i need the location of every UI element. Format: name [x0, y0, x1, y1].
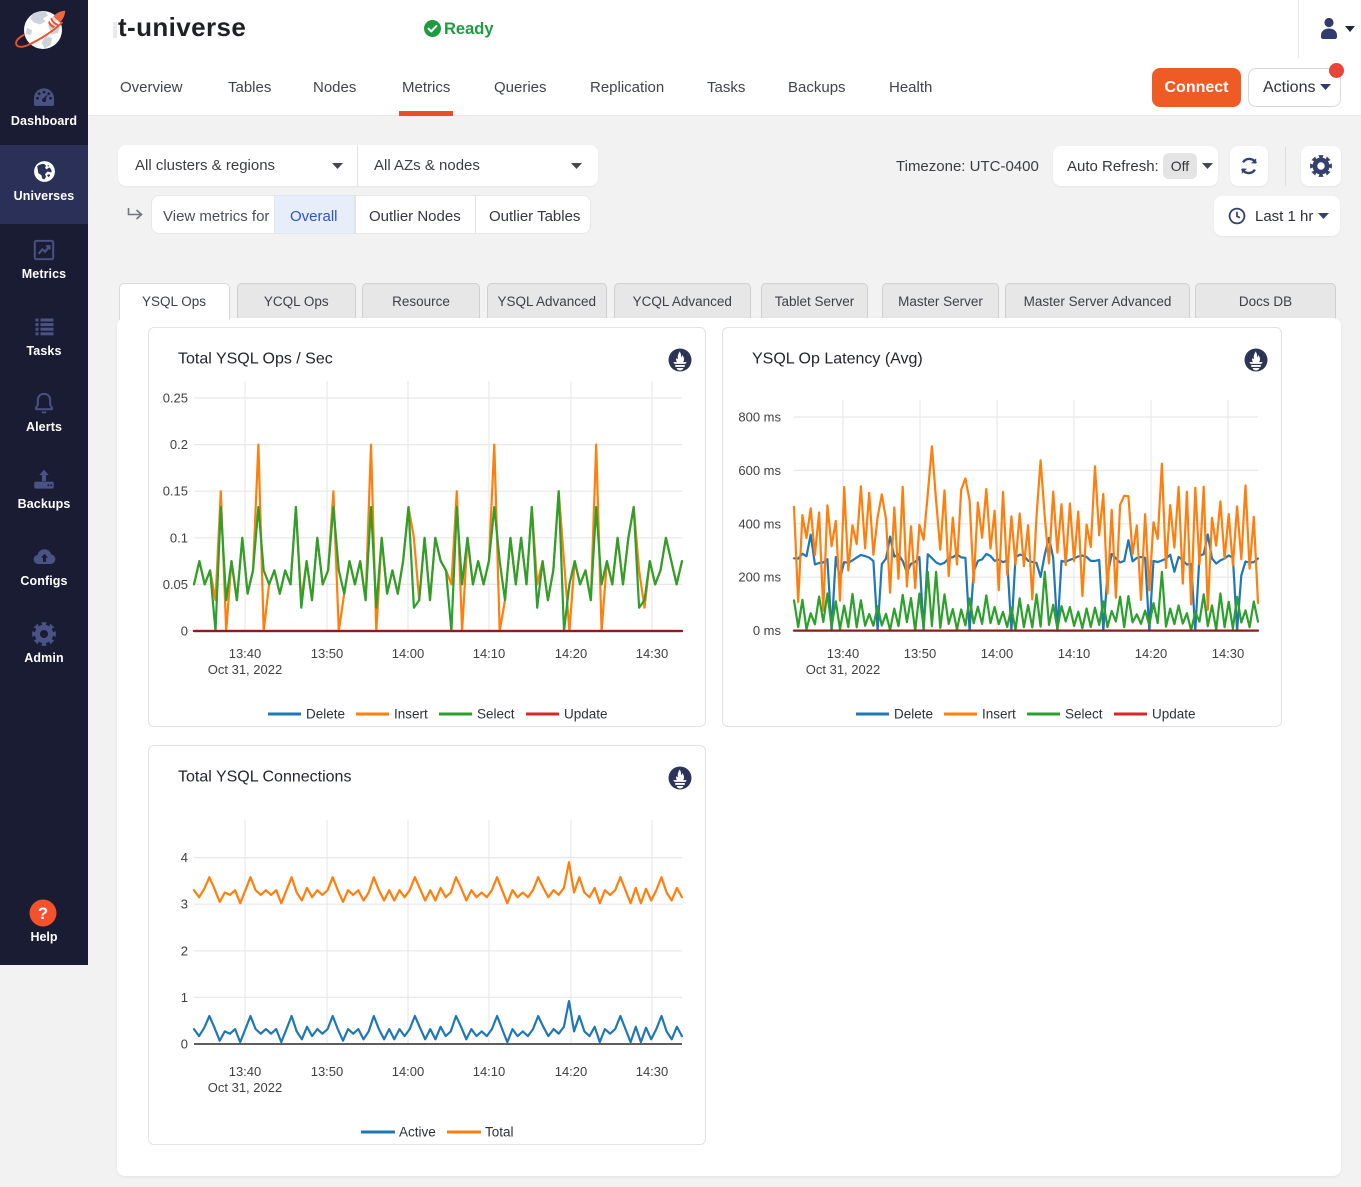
svg-text:0 ms: 0 ms [753, 623, 782, 638]
svg-text:YSQL Op Latency (Avg): YSQL Op Latency (Avg) [752, 351, 923, 368]
svg-text:14:30: 14:30 [1212, 646, 1245, 661]
svg-text:1: 1 [181, 990, 188, 1005]
svg-text:Oct 31, 2022: Oct 31, 2022 [806, 662, 880, 677]
svg-text:400 ms: 400 ms [738, 516, 781, 531]
svg-text:13:50: 13:50 [311, 646, 344, 661]
svg-text:Total YSQL Ops / Sec: Total YSQL Ops / Sec [178, 351, 333, 368]
svg-text:800 ms: 800 ms [738, 410, 781, 425]
svg-text:14:30: 14:30 [636, 1064, 669, 1079]
svg-text:200 ms: 200 ms [738, 570, 781, 585]
svg-text:0.05: 0.05 [163, 577, 188, 592]
svg-text:13:40: 13:40 [229, 646, 262, 661]
svg-text:13:40: 13:40 [229, 1064, 262, 1079]
svg-text:Update: Update [564, 707, 608, 722]
svg-text:14:10: 14:10 [1058, 646, 1091, 661]
svg-text:0.25: 0.25 [163, 391, 188, 406]
svg-text:14:20: 14:20 [555, 646, 588, 661]
svg-text:14:10: 14:10 [473, 646, 506, 661]
svg-text:0: 0 [181, 624, 188, 639]
svg-text:Total: Total [485, 1125, 514, 1140]
svg-text:0.2: 0.2 [170, 437, 188, 452]
svg-text:600 ms: 600 ms [738, 463, 781, 478]
svg-text:Oct 31, 2022: Oct 31, 2022 [208, 1080, 282, 1095]
svg-text:14:30: 14:30 [636, 646, 669, 661]
svg-text:Active: Active [399, 1125, 436, 1140]
svg-text:Delete: Delete [306, 707, 345, 722]
svg-text:14:00: 14:00 [981, 646, 1014, 661]
svg-text:13:50: 13:50 [904, 646, 937, 661]
svg-text:14:20: 14:20 [1135, 646, 1168, 661]
svg-text:13:50: 13:50 [311, 1064, 344, 1079]
svg-text:Select: Select [477, 707, 515, 722]
svg-text:14:00: 14:00 [392, 1064, 425, 1079]
svg-text:Insert: Insert [982, 707, 1016, 722]
svg-text:Oct 31, 2022: Oct 31, 2022 [208, 662, 282, 677]
svg-text:Total YSQL Connections: Total YSQL Connections [178, 769, 351, 786]
svg-text:0: 0 [181, 1037, 188, 1052]
svg-text:3: 3 [181, 897, 188, 912]
svg-text:0.15: 0.15 [163, 484, 188, 499]
svg-text:Insert: Insert [394, 707, 428, 722]
svg-text:Select: Select [1065, 707, 1103, 722]
svg-text:4: 4 [181, 850, 188, 865]
svg-text:Update: Update [1152, 707, 1196, 722]
svg-text:14:10: 14:10 [473, 1064, 506, 1079]
svg-text:Delete: Delete [894, 707, 933, 722]
svg-text:0.1: 0.1 [170, 530, 188, 545]
svg-text:13:40: 13:40 [827, 646, 860, 661]
svg-text:14:20: 14:20 [555, 1064, 588, 1079]
svg-text:2: 2 [181, 943, 188, 958]
svg-text:?: ? [38, 904, 48, 923]
svg-text:14:00: 14:00 [392, 646, 425, 661]
